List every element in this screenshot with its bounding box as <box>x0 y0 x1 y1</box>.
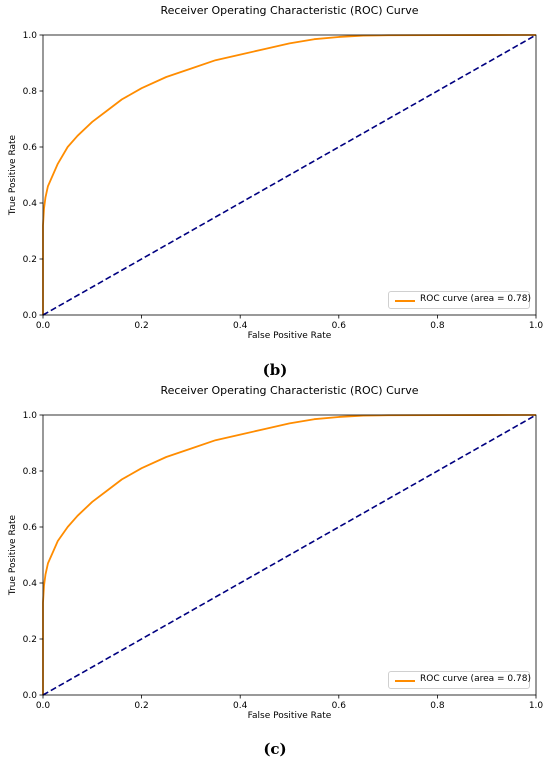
y-tick-label: 0.0 <box>23 691 38 701</box>
x-tick-label: 1.0 <box>529 321 544 331</box>
y-tick-label: 0.6 <box>23 143 38 153</box>
x-tick-label: 1.0 <box>529 701 544 711</box>
legend-label: ROC curve (area = 0.78) <box>420 294 531 304</box>
x-tick-label: 0.4 <box>233 701 248 711</box>
x-tick-label: 0.2 <box>134 321 148 331</box>
chart-svg: 0.0 0.2 0.4 0.6 0.8 1.0 0.0 0.2 0.4 0.6 0.8 1.0 <box>23 31 544 331</box>
legend: ROC curve (area = 0.78) <box>388 671 531 689</box>
figure-caption-b: (b) <box>262 361 288 379</box>
x-tick-label: 0.0 <box>36 701 51 711</box>
y-tick-label: 0.6 <box>23 523 38 533</box>
plot-frame <box>42 414 537 696</box>
legend-line-swatch <box>395 680 415 682</box>
x-tick-label: 0.2 <box>134 701 148 711</box>
x-tick-label: 0.4 <box>233 321 248 331</box>
x-tick-label: 0.6 <box>332 321 347 331</box>
roc-curve-line <box>42 34 537 315</box>
y-axis-label: True Positive Rate <box>8 134 18 216</box>
x-tick-label: 0.0 <box>36 321 51 331</box>
roc-chart-b: 0.0 0.2 0.4 0.6 0.8 1.0 0.0 0.2 0.4 0.6 0.8 1.0 Rec… <box>0 0 550 350</box>
chart-title: Receiver Operating Characteristic (ROC) … <box>160 4 419 17</box>
y-tick-label: 1.0 <box>23 411 38 421</box>
y-tick-label: 0.8 <box>23 467 38 477</box>
roc-curve-line <box>42 414 537 695</box>
chance-diagonal-line <box>42 34 537 316</box>
legend-label: ROC curve (area = 0.78) <box>420 674 531 684</box>
x-axis-label: False Positive Rate <box>247 711 332 721</box>
legend: ROC curve (area = 0.78) <box>388 291 531 309</box>
x-tick-label: 0.8 <box>430 701 445 711</box>
y-axis-label: True Positive Rate <box>8 514 18 596</box>
x-tick-label: 0.6 <box>332 701 347 711</box>
y-tick-label: 0.8 <box>23 87 38 97</box>
roc-chart-c: 0.0 0.2 0.4 0.6 0.8 1.0 0.0 0.2 0.4 0.6 0.8 1.0 Rec… <box>0 380 550 730</box>
y-tick-label: 1.0 <box>23 31 38 41</box>
chart-title: Receiver Operating Characteristic (ROC) … <box>160 384 419 397</box>
y-tick-label: 0.0 <box>23 311 38 321</box>
y-tick-label: 0.2 <box>23 255 37 265</box>
figure-caption-c: (c) <box>263 740 287 758</box>
chance-diagonal-line <box>42 414 537 696</box>
y-tick-label: 0.4 <box>23 199 38 209</box>
x-axis-label: False Positive Rate <box>247 331 332 341</box>
legend-line-swatch <box>395 300 415 302</box>
y-tick-label: 0.4 <box>23 579 38 589</box>
x-tick-label: 0.8 <box>430 321 445 331</box>
y-tick-label: 0.2 <box>23 635 37 645</box>
plot-frame <box>42 34 537 316</box>
chart-svg: 0.0 0.2 0.4 0.6 0.8 1.0 0.0 0.2 0.4 0.6 0.8 1.0 <box>23 411 544 711</box>
